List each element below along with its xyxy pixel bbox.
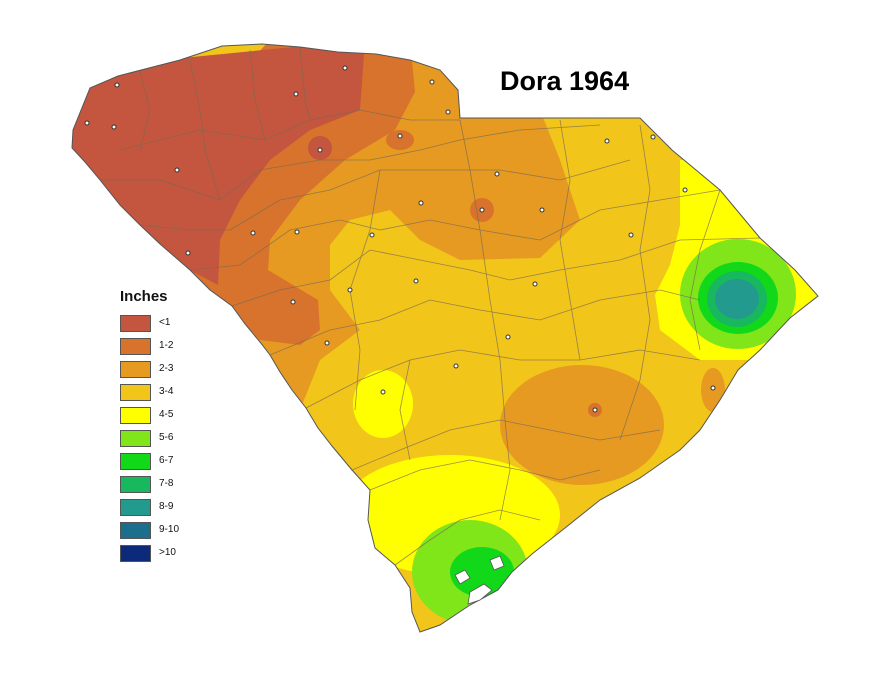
legend-item: 2-3 <box>120 361 173 384</box>
map-title: Dora 1964 <box>500 66 630 96</box>
legend-swatch <box>120 384 151 401</box>
station-marker <box>532 281 538 287</box>
legend-item: 3-4 <box>120 384 173 407</box>
legend-swatch <box>120 499 151 516</box>
station-marker <box>445 109 451 115</box>
legend-label: 6-7 <box>159 455 174 466</box>
station-marker <box>84 120 90 126</box>
legend-label: 8-9 <box>159 501 174 512</box>
legend-item: 4-5 <box>120 407 173 430</box>
station-marker <box>592 407 598 413</box>
station-marker <box>479 207 485 213</box>
station-marker <box>628 232 634 238</box>
legend-swatch <box>120 315 151 332</box>
station-marker <box>290 299 296 305</box>
legend-swatch <box>120 522 151 539</box>
legend-swatch <box>120 453 151 470</box>
station-marker <box>380 389 386 395</box>
station-marker <box>114 82 120 88</box>
zone-2-3-south <box>500 365 664 485</box>
zone-8-9-coast <box>715 279 759 319</box>
station-marker <box>539 207 545 213</box>
legend-item: 7-8 <box>120 476 173 499</box>
station-marker <box>494 171 500 177</box>
legend-swatch <box>120 476 151 493</box>
station-marker <box>453 363 459 369</box>
station-marker <box>347 287 353 293</box>
legend-label: >10 <box>159 547 176 558</box>
station-marker <box>604 138 610 144</box>
weather-stations <box>84 65 716 413</box>
legend-item: 5-6 <box>120 430 173 453</box>
station-marker <box>324 340 330 346</box>
legend-label: <1 <box>159 317 171 328</box>
station-marker <box>250 230 256 236</box>
station-marker <box>397 133 403 139</box>
station-marker <box>710 385 716 391</box>
legend-swatch <box>120 545 151 562</box>
zone-4-5-central <box>353 370 413 438</box>
legend-swatch <box>120 407 151 424</box>
station-marker <box>293 91 299 97</box>
legend: Inches <1 1-2 2-3 3-4 4-5 5-6 6-7 7-8 8-… <box>120 288 179 568</box>
legend-swatch <box>120 338 151 355</box>
station-marker <box>174 167 180 173</box>
legend-item: 8-9 <box>120 499 173 522</box>
legend-item: 9-10 <box>120 522 179 545</box>
station-marker <box>342 65 348 71</box>
station-marker <box>185 250 191 256</box>
legend-swatch <box>120 430 151 447</box>
legend-label: 4-5 <box>159 409 174 420</box>
legend-heading: Inches <box>120 288 168 305</box>
legend-item: 1-2 <box>120 338 173 361</box>
station-marker <box>294 229 300 235</box>
station-marker <box>429 79 435 85</box>
legend-item: <1 <box>120 315 171 338</box>
legend-label: 5-6 <box>159 432 174 443</box>
station-marker <box>111 124 117 130</box>
sea-islands <box>454 555 505 605</box>
legend-swatch <box>120 361 151 378</box>
station-marker <box>317 147 323 153</box>
station-marker <box>418 200 424 206</box>
legend-label: 3-4 <box>159 386 174 397</box>
legend-label: 2-3 <box>159 363 174 374</box>
station-marker <box>369 232 375 238</box>
legend-label: 7-8 <box>159 478 174 489</box>
legend-item: 6-7 <box>120 453 173 476</box>
station-marker <box>650 134 656 140</box>
legend-item: >10 <box>120 545 176 568</box>
zone-1-2-fairfield <box>386 130 414 150</box>
station-marker <box>682 187 688 193</box>
station-marker <box>413 278 419 284</box>
legend-label: 1-2 <box>159 340 174 351</box>
station-marker <box>505 334 511 340</box>
state-outline <box>71 43 819 633</box>
legend-label: 9-10 <box>159 524 180 535</box>
